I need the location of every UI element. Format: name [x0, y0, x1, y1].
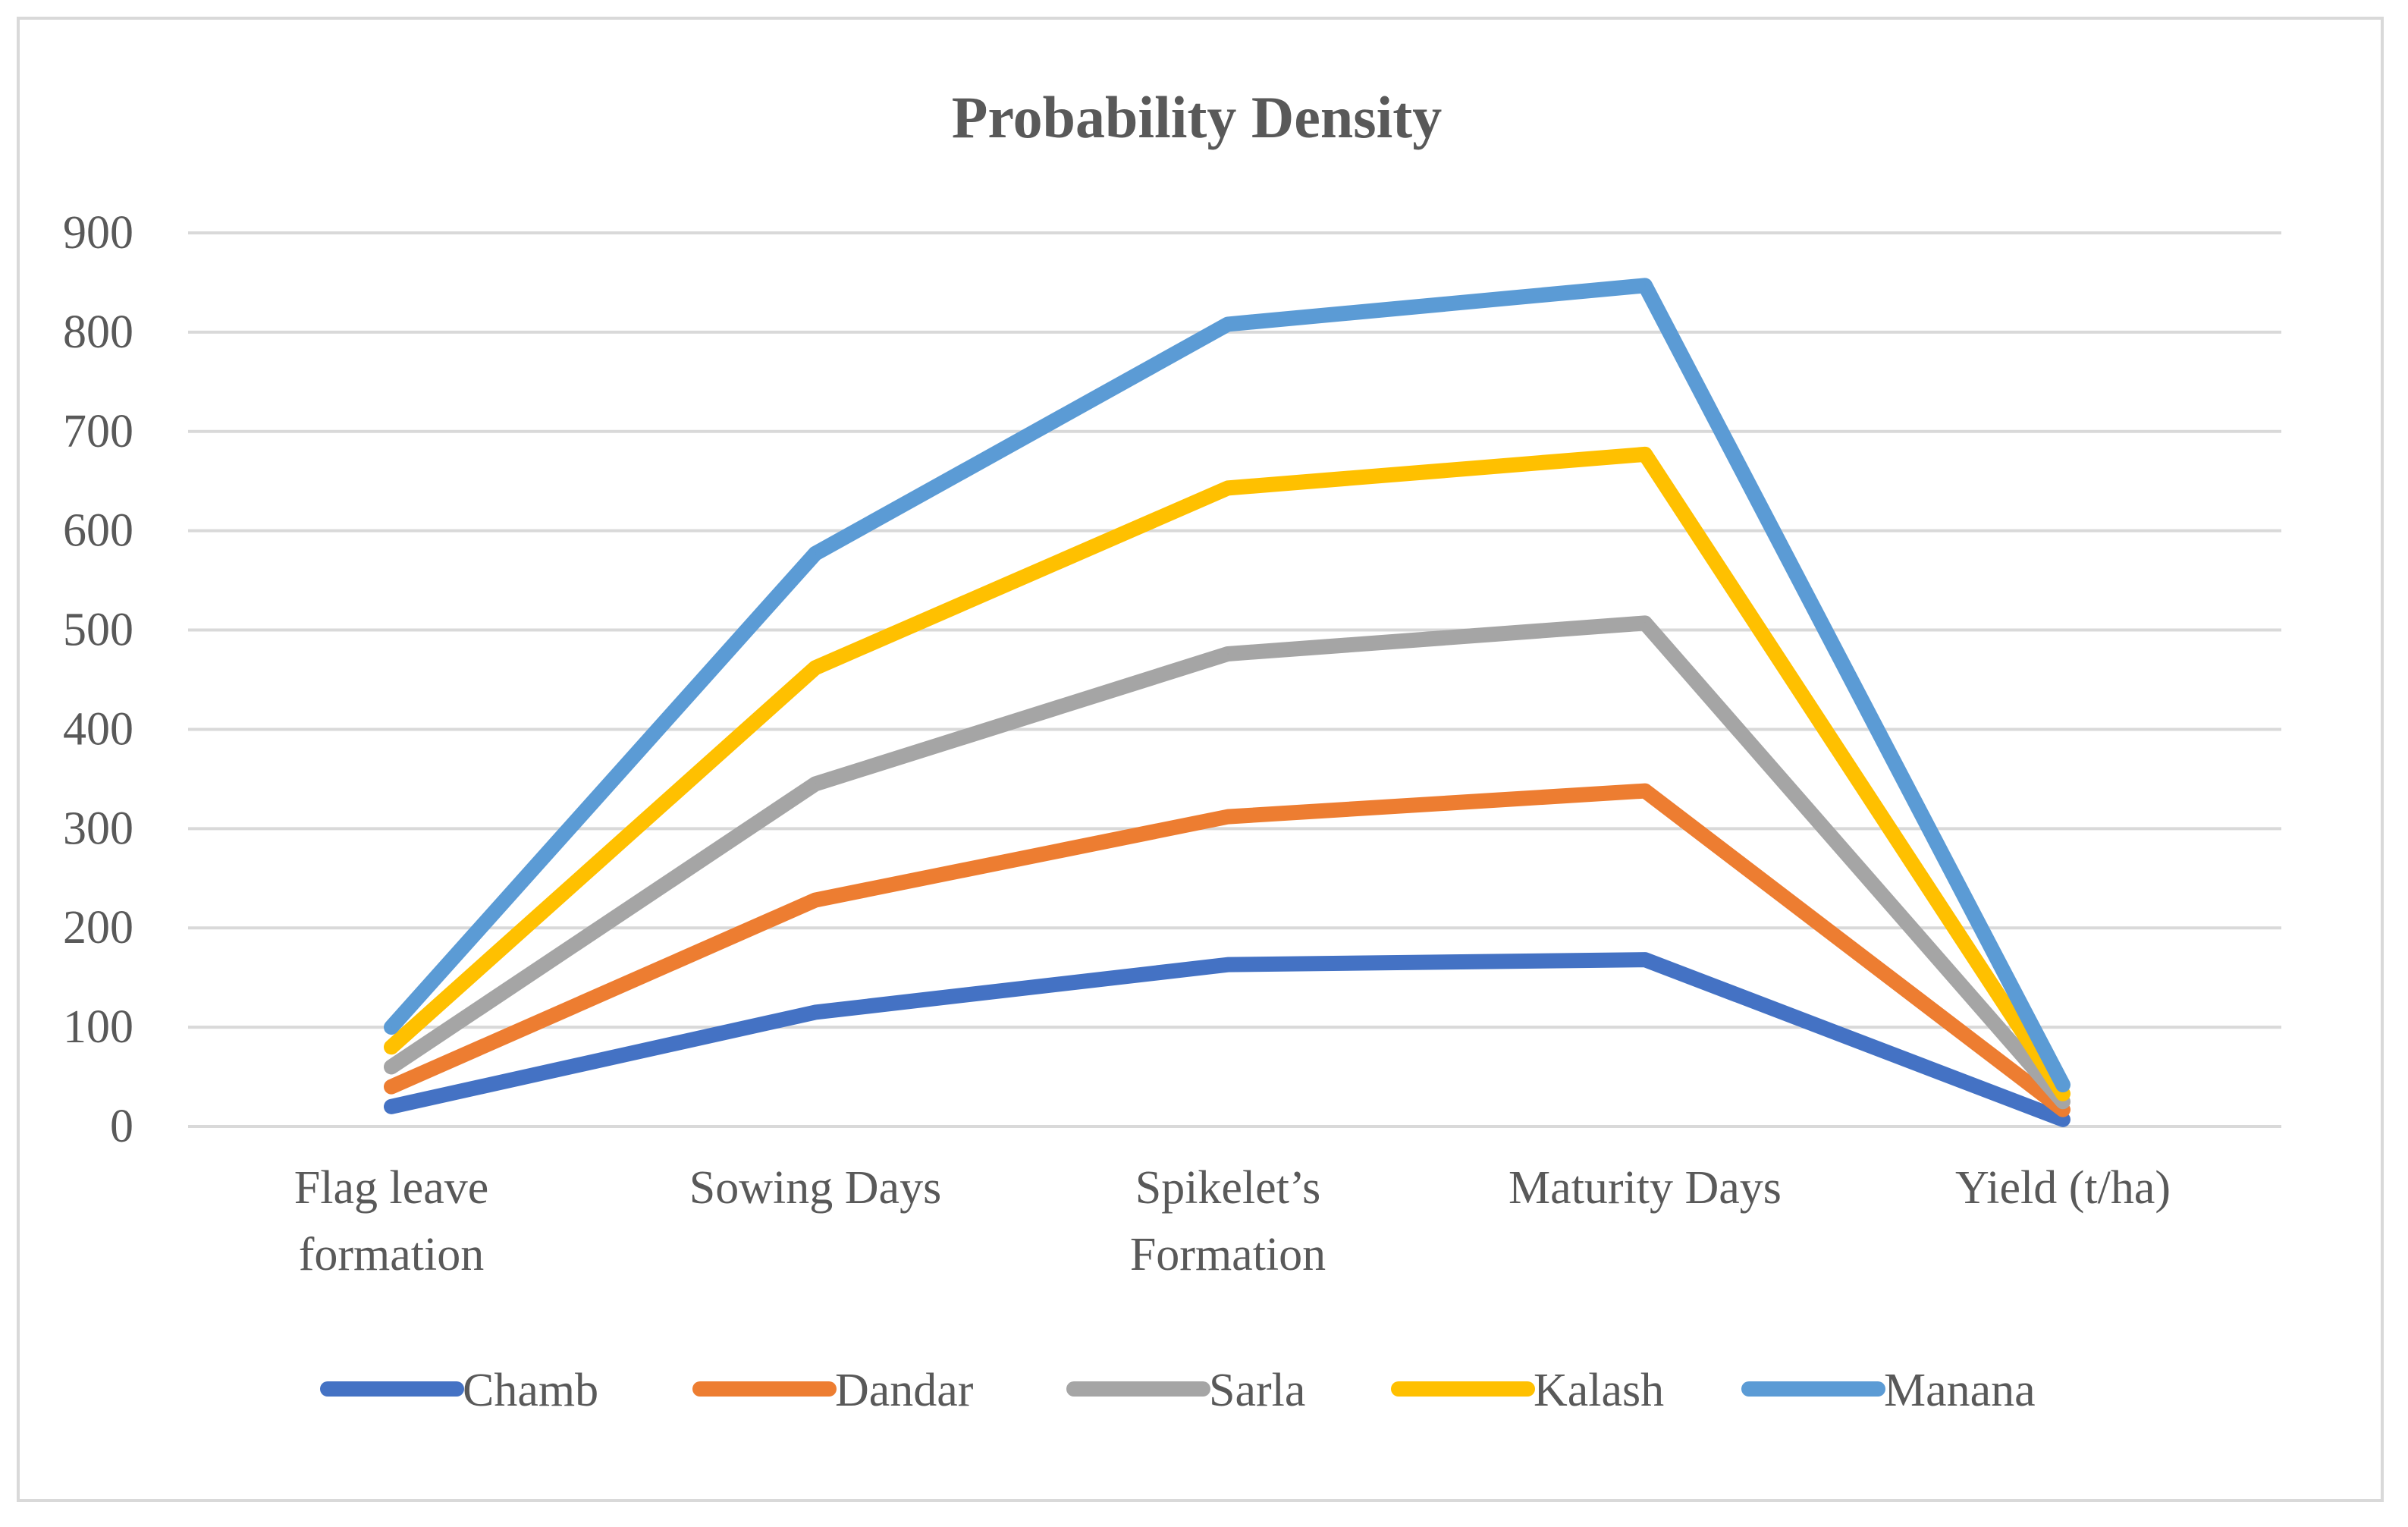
x-tick-label-line: Formation — [1130, 1229, 1326, 1280]
data-point-kalash — [1644, 453, 1646, 455]
y-axis-ticks: 0 100 200 300 400 500 600 700 800 900 — [63, 207, 133, 1152]
data-point-sarla — [1644, 622, 1646, 624]
series-line-dandar — [384, 783, 2071, 1117]
y-tick-label: 300 — [63, 803, 133, 854]
data-point-dandar — [391, 1086, 392, 1088]
legend-label-dandar: Dandar — [835, 1365, 974, 1416]
data-point-chamb — [1644, 959, 1646, 961]
data-point-manana — [1227, 323, 1229, 325]
data-point-dandar — [1644, 790, 1646, 792]
y-tick-label: 900 — [63, 207, 133, 259]
legend-label-manana: Manana — [1884, 1365, 2036, 1416]
y-tick-label: 600 — [63, 505, 133, 557]
chart-title: Probability Density — [952, 84, 1442, 150]
x-tick-label-line: Sowing Days — [689, 1162, 941, 1214]
data-point-manana — [1644, 284, 1646, 287]
x-tick-label: Flag leave formation — [294, 1162, 489, 1280]
legend-label-sarla: Sarla — [1209, 1365, 1305, 1416]
data-point-chamb — [2062, 1118, 2064, 1120]
x-tick-label: Maturity Days — [1509, 1162, 1782, 1214]
data-point-chamb — [1227, 963, 1229, 966]
x-tick-label: Spikelet’s Formation — [1130, 1162, 1326, 1280]
y-tick-label: 800 — [63, 306, 133, 358]
x-tick-label-line: Spikelet’s — [1135, 1162, 1321, 1214]
y-tick-label: 0 — [110, 1101, 133, 1152]
x-tick-label: Sowing Days — [689, 1162, 941, 1214]
x-tick-label: Yield (t/ha) — [1955, 1162, 2171, 1214]
data-point-kalash — [1227, 487, 1229, 489]
data-point-chamb — [815, 1011, 816, 1013]
x-tick-label-line: Yield (t/ha) — [1955, 1162, 2171, 1214]
data-point-sarla — [815, 783, 816, 785]
x-tick-label-line: Maturity Days — [1509, 1162, 1782, 1214]
legend-label-kalash: Kalash — [1534, 1365, 1664, 1416]
x-tick-label-line: formation — [299, 1229, 485, 1280]
series-lines — [384, 278, 2071, 1127]
data-point-dandar — [1227, 815, 1229, 818]
line-chart: Probability Density 0 100 200 300 400 500 600 7… — [63, 84, 2281, 1416]
x-tick-label-line: Flag leave — [294, 1162, 489, 1214]
y-tick-label: 700 — [63, 406, 133, 457]
data-point-manana — [2062, 1084, 2064, 1086]
data-point-kalash — [391, 1046, 392, 1048]
data-point-chamb — [391, 1105, 392, 1108]
x-axis-ticks: Flag leave formation Sowing Days Spikelet’s… — [294, 1162, 2171, 1280]
series-line-kalash — [384, 446, 2071, 1101]
data-point-dandar — [815, 899, 816, 901]
data-point-manana — [391, 1026, 392, 1029]
legend: Chamb Dandar Sarla Kalash Manana — [320, 1365, 2036, 1416]
data-point-sarla — [1227, 652, 1229, 655]
data-point-manana — [815, 552, 816, 555]
legend-label-chamb: Chamb — [463, 1365, 598, 1416]
y-tick-label: 100 — [63, 1001, 133, 1053]
data-point-sarla — [391, 1066, 392, 1068]
y-tick-label: 400 — [63, 703, 133, 755]
data-point-kalash — [2062, 1092, 2064, 1095]
chart-frame: Probability Density 0 100 200 300 400 500 600 7… — [17, 17, 2384, 1502]
y-tick-label: 500 — [63, 605, 133, 656]
data-point-kalash — [815, 667, 816, 669]
y-tick-label: 200 — [63, 902, 133, 954]
